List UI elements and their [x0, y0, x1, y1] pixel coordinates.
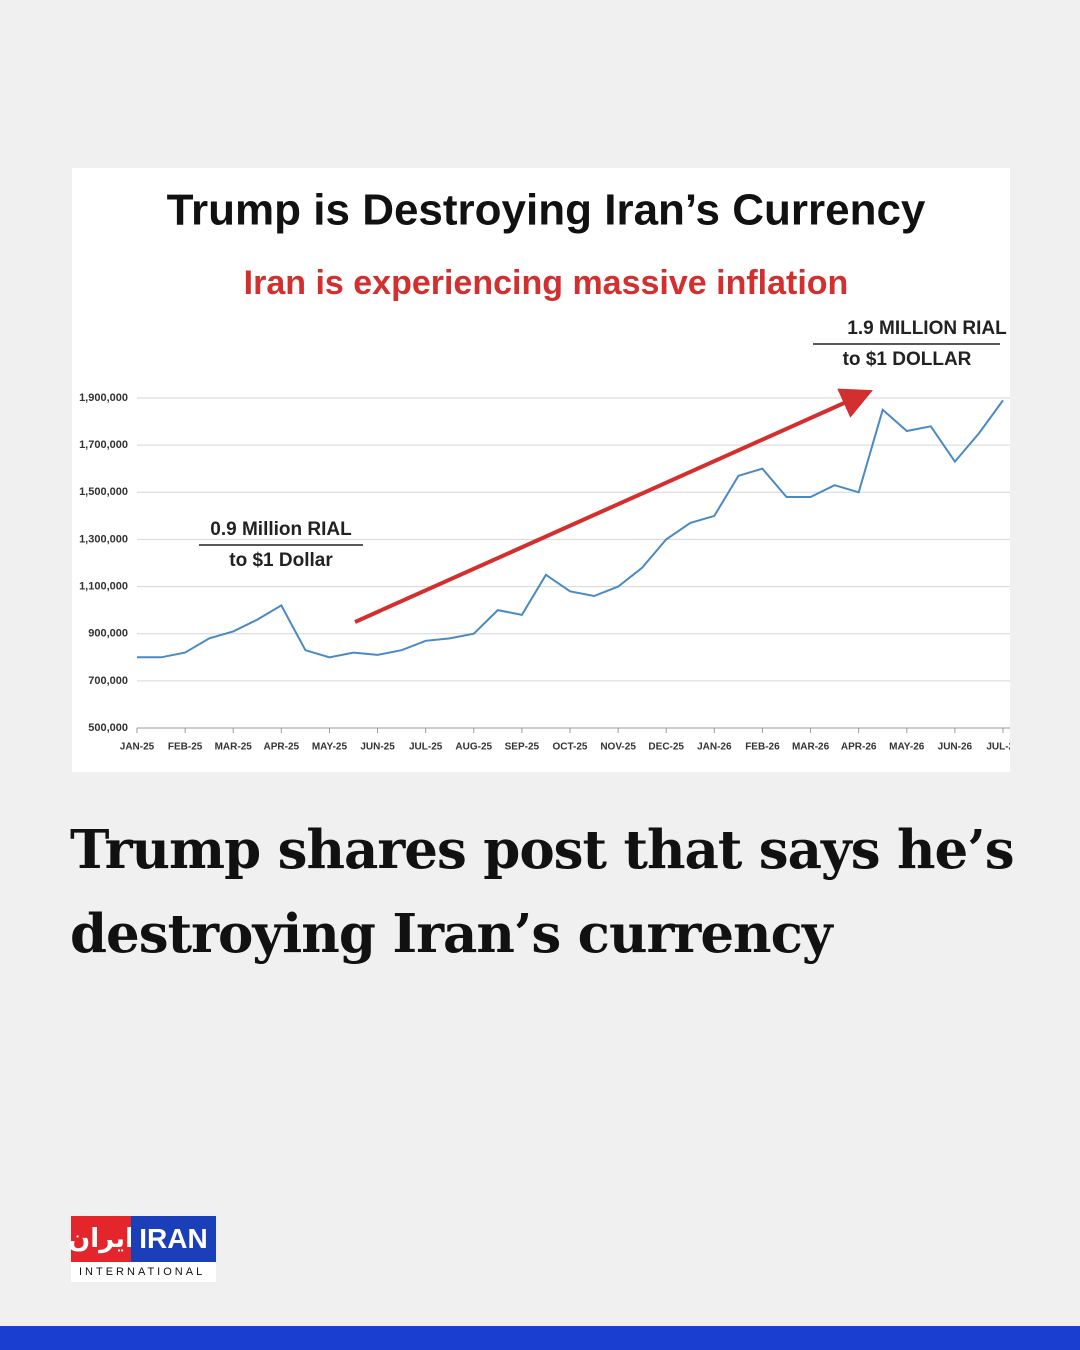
logo-subtitle: INTERNATIONAL — [71, 1262, 216, 1282]
y-tick-label: 1,500,000 — [79, 486, 128, 498]
annotation: 0.9 Million RIAL — [210, 519, 352, 540]
y-tick-label: 1,900,000 — [79, 392, 128, 404]
data-line — [137, 399, 1004, 659]
x-tick-label: OCT-25 — [552, 742, 587, 753]
annotation: to $1 DOLLAR — [843, 349, 972, 370]
plot: 1,900,000 1,700,000 1,500,000 1,300,000 1,10… — [79, 392, 1010, 753]
x-tick-label: AUG-25 — [455, 742, 492, 753]
trend-arrow — [354, 388, 873, 624]
logo-persian: ایران — [68, 1216, 134, 1262]
headline: Trump shares post that says he’s destroy… — [70, 819, 1015, 965]
x-tick-label: MAY-25 — [312, 742, 348, 753]
chart-subtitle: Iran is experiencing massive inflation — [244, 264, 849, 302]
x-tick-label: APR-25 — [264, 742, 300, 753]
y-tick-label: 500,000 — [88, 722, 128, 734]
y-tick-label: 1,700,000 — [79, 439, 128, 451]
x-tick-label: MAR-25 — [215, 742, 253, 753]
x-tick-label: JAN-25 — [120, 742, 155, 753]
x-tick-label: FEB-26 — [745, 742, 780, 753]
x-tick-label: JAN-26 — [697, 742, 732, 753]
x-tick-label: JUN-26 — [938, 742, 973, 753]
chart-background — [72, 168, 1010, 772]
x-tick-label: MAR-26 — [792, 742, 830, 753]
y-tick-label: 1,100,000 — [79, 580, 128, 592]
y-tick-label: 1,300,000 — [79, 533, 128, 545]
x-tick-label: SEP-25 — [505, 742, 540, 753]
x-tick-label: APR-26 — [841, 742, 877, 753]
x-tick-label: FEB-25 — [168, 742, 203, 753]
chart-title: Trump is Destroying Iran’s Currency — [167, 186, 926, 235]
x-tick-label: MAY-26 — [889, 742, 925, 753]
x-tick-label: JUN-25 — [360, 742, 395, 753]
y-tick-label: 700,000 — [88, 675, 128, 687]
x-tick-label: JUL-25 — [409, 742, 443, 753]
chart: Trump is Destroying Iran’s Currency Iran… — [72, 168, 1010, 772]
annotation: 1.9 MILLION RIAL — [847, 318, 1007, 339]
y-tick-label: 900,000 — [88, 628, 128, 640]
logo-english: IRAN — [131, 1216, 216, 1262]
logo: ایران IRAN INTERNATIONAL — [68, 1216, 216, 1286]
annotation: to $1 Dollar — [229, 550, 333, 571]
x-tick-label: DEC-25 — [648, 742, 684, 753]
x-tick-label: NOV-25 — [600, 742, 636, 753]
bottom-bar — [0, 1326, 1080, 1350]
x-tick-label: JUL-26 — [986, 742, 1010, 753]
